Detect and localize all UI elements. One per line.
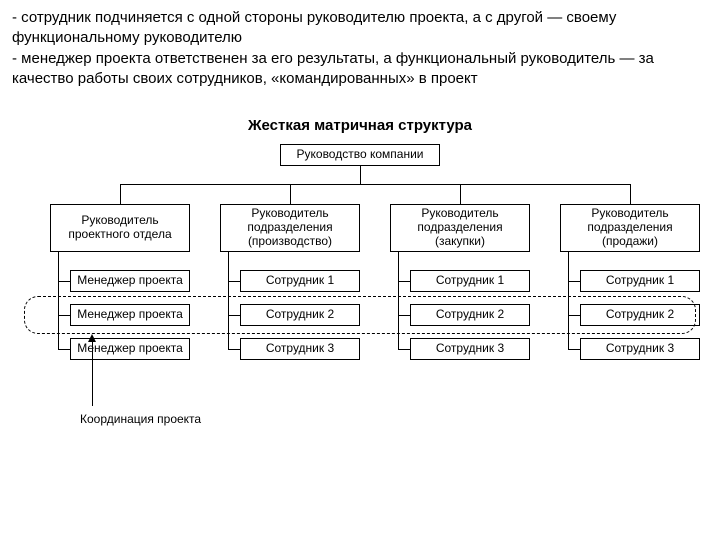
cell-3-2: Сотрудник 3 [580, 338, 700, 360]
column-head-1: Руководитель подразделения (производство… [220, 204, 360, 252]
column-head-0: Руководитель проектного отдела [50, 204, 190, 252]
intro-line-2: - менеджер проекта ответственен за его р… [12, 49, 708, 90]
cell-0-0: Менеджер проекта [70, 270, 190, 292]
column-head-2: Руководитель подразделения (закупки) [390, 204, 530, 252]
project-coordination-highlight [24, 296, 696, 334]
cell-1-2: Сотрудник 3 [240, 338, 360, 360]
coordination-note: Координация проекта [80, 412, 201, 426]
chart-title: Жесткая матричная структура [0, 117, 720, 134]
cell-2-2: Сотрудник 3 [410, 338, 530, 360]
note-arrow-head [88, 334, 96, 342]
org-chart: Руководство компании Руководитель проектн… [20, 144, 700, 454]
cell-2-0: Сотрудник 1 [410, 270, 530, 292]
cell-3-0: Сотрудник 1 [580, 270, 700, 292]
intro-line-1: - сотрудник подчиняется с одной стороны … [12, 8, 708, 49]
note-arrow-line [92, 336, 93, 406]
column-head-3: Руководитель подразделения (продажи) [560, 204, 700, 252]
cell-1-0: Сотрудник 1 [240, 270, 360, 292]
top-management-box: Руководство компании [280, 144, 440, 166]
